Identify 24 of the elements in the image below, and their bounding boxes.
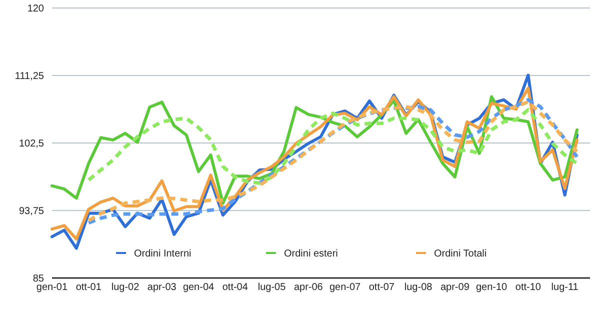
x-tick-label: lug-11 <box>551 282 579 293</box>
y-tick-label: 111,25 <box>14 71 44 82</box>
x-tick-label: gen-04 <box>182 282 215 293</box>
x-tick-label: lug-02 <box>111 282 140 293</box>
x-tick-label: lug-05 <box>258 282 286 293</box>
x-tick-label: apr-06 <box>294 282 324 293</box>
y-tick-label: 93,75 <box>18 206 44 217</box>
y-tick-label: 85 <box>32 274 44 284</box>
x-tick-label: ott-01 <box>76 282 102 293</box>
y-tick-label: 120 <box>27 4 44 14</box>
x-tick-label: ott-07 <box>368 282 395 293</box>
x-tick-label: gen-07 <box>329 282 362 293</box>
x-tick-label: ott-04 <box>222 282 248 293</box>
x-tick-label: lug-08 <box>404 282 433 293</box>
legend-label: Ordini Interni <box>134 248 192 260</box>
y-tick-label: 102,5 <box>18 138 44 150</box>
x-tick-label: gen-01 <box>36 282 68 293</box>
x-tick-label: apr-03 <box>147 282 177 293</box>
x-tick-label: gen-10 <box>476 282 508 293</box>
line-series <box>86 108 579 185</box>
x-tick-label: ott-10 <box>515 282 542 293</box>
legend-label: Ordini esteri <box>284 248 338 260</box>
x-tick-label: apr-09 <box>440 282 470 293</box>
legend-label: Ordini Totali <box>434 248 487 260</box>
